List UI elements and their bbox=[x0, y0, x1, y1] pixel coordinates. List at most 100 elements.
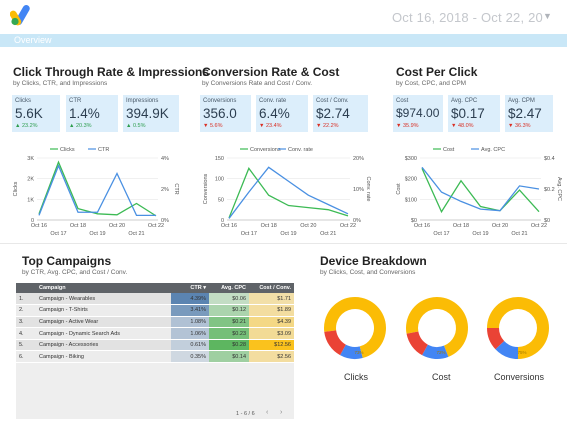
row-number: 1. bbox=[16, 293, 36, 306]
kpi-delta: ▼ 5.6% bbox=[203, 123, 223, 129]
y2-tick-label: 4% bbox=[161, 156, 169, 162]
donut-center-label: 72% bbox=[436, 350, 445, 355]
column-header-campaign[interactable]: Campaign bbox=[36, 283, 171, 293]
y-tick-label: 150 bbox=[215, 156, 224, 162]
x-tick-label: Oct 17 bbox=[50, 231, 66, 237]
donut-slice-desktop bbox=[406, 331, 428, 356]
campaign-name: Campaign - Active Wear bbox=[36, 316, 171, 329]
kpi-avg-cpc[interactable]: Avg. CPC $0.17 ▼ 48.0% bbox=[448, 95, 500, 132]
tab-overview[interactable]: Overview bbox=[14, 35, 52, 45]
date-range-selector[interactable]: Oct 16, 2018 - Oct 22, 20 bbox=[392, 10, 543, 25]
kpi-cost-per-conv[interactable]: Cost / Conv. $2.74 ▼ 22.2% bbox=[313, 95, 368, 132]
kpi-label: Avg. CPC bbox=[451, 98, 478, 104]
campaigns-section-subtitle: by CTR, Avg. CPC, and Cost / Conv. bbox=[22, 269, 128, 276]
kpi-label: Avg. CPM bbox=[508, 98, 535, 104]
ctr-cell: 1.08% bbox=[171, 316, 209, 329]
kpi-label: Conversions bbox=[203, 98, 237, 104]
x-tick-label: Oct 20 bbox=[492, 223, 508, 229]
kpi-avg-cpm[interactable]: Avg. CPM $2.47 ▼ 36.3% bbox=[505, 95, 553, 132]
column-header-cost-per-conv[interactable]: Cost / Conv. bbox=[249, 283, 294, 293]
y-tick-label: 2K bbox=[27, 177, 34, 183]
y2-tick-label: 10% bbox=[353, 187, 364, 193]
cpc-section-title: Cost Per Click bbox=[396, 65, 478, 79]
table-row[interactable]: 2. Campaign - T-Shirts 3.41% $0.12 $1.89 bbox=[16, 304, 294, 317]
cost-cpc-line-chart[interactable]: Cost Avg. CPC $0 $100 $200 $300 $0 $0.2 $0.4 Cost… bbox=[393, 140, 563, 240]
x-tick-label: Oct 16 bbox=[221, 223, 237, 229]
kpi-label: Cost bbox=[396, 98, 409, 104]
conversions-conv-rate-line-chart[interactable]: Conversions Conv. rate 0 50 100 150 0% 10% 20% Co… bbox=[200, 140, 372, 240]
device-breakdown-donuts[interactable]: 73% 72% 75% bbox=[318, 288, 558, 368]
y-tick-label: $100 bbox=[405, 197, 417, 203]
donut-slice-tablet bbox=[422, 344, 449, 359]
cost-per-conv-cell: $1.89 bbox=[249, 304, 294, 317]
section-divider bbox=[0, 243, 567, 244]
legend-label: Clicks bbox=[60, 147, 75, 153]
y-axis-label: Clicks bbox=[13, 181, 19, 196]
series-line-cost bbox=[421, 168, 540, 214]
kpi-label: CTR bbox=[69, 98, 82, 104]
x-tick-label: Oct 20 bbox=[300, 223, 316, 229]
campaigns-section-title: Top Campaigns bbox=[22, 254, 112, 268]
donut-center-label: 73% bbox=[354, 350, 363, 355]
column-header-ctr[interactable]: CTR ▾ bbox=[171, 283, 209, 293]
table-row[interactable]: 6. Campaign - Biking 0.35% $0.14 $2.56 bbox=[16, 350, 294, 364]
kpi-ctr[interactable]: CTR 1.4% ▲ 20.3% bbox=[66, 95, 118, 132]
row-number: 3. bbox=[16, 316, 36, 329]
kpi-delta: ▲ 20.3% bbox=[69, 123, 92, 129]
kpi-conv-rate[interactable]: Conv. rate 6.4% ▼ 23.4% bbox=[256, 95, 308, 132]
column-header-avg-cpc[interactable]: Avg. CPC bbox=[209, 283, 249, 293]
donut-slice-mobile bbox=[487, 297, 549, 359]
x-tick-label: Oct 22 bbox=[340, 223, 356, 229]
chevron-down-icon[interactable]: ▼ bbox=[543, 11, 552, 21]
x-tick-label: Oct 16 bbox=[414, 223, 430, 229]
kpi-delta: ▲ 0.5% bbox=[126, 123, 146, 129]
table-row[interactable]: 5. Campaign - Accessories 0.61% $0.28 $12.56 bbox=[16, 339, 294, 352]
cost-per-conv-cell: $2.56 bbox=[249, 350, 294, 364]
legend-label: Cost bbox=[443, 147, 455, 153]
kpi-cost[interactable]: Cost $974.00 ▼ 35.9% bbox=[393, 95, 443, 132]
kpi-clicks[interactable]: Clicks 5.6K ▲ 23.2% bbox=[12, 95, 60, 132]
x-tick-label: Oct 16 bbox=[31, 223, 47, 229]
x-tick-label: Oct 19 bbox=[280, 231, 296, 237]
kpi-delta: ▼ 36.3% bbox=[508, 123, 531, 129]
campaign-name: Campaign - Accessories bbox=[36, 339, 171, 352]
donut-center-label: 75% bbox=[517, 350, 526, 355]
table-row[interactable]: 1. Campaign - Wearables 4.39% $0.06 $1.71 bbox=[16, 293, 294, 306]
kpi-delta: ▼ 48.0% bbox=[451, 123, 474, 129]
kpi-label: Cost / Conv. bbox=[316, 98, 349, 104]
kpi-delta: ▲ 23.2% bbox=[15, 123, 38, 129]
ctr-cell: 0.61% bbox=[171, 339, 209, 352]
kpi-label: Impressions bbox=[126, 98, 159, 104]
y2-tick-label: $0.4 bbox=[544, 156, 555, 162]
kpi-conversions[interactable]: Conversions 356.0 ▼ 5.6% bbox=[200, 95, 251, 132]
kpi-value: 6.4% bbox=[259, 106, 290, 121]
conv-section-title: Conversion Rate & Cost bbox=[202, 65, 340, 79]
devices-section-subtitle: by Clicks, Cost, and Conversions bbox=[320, 269, 416, 276]
legend-label: CTR bbox=[98, 147, 109, 153]
table-row[interactable]: 3. Campaign - Active Wear 1.08% $0.21 $4.39 bbox=[16, 316, 294, 329]
avg-cpc-cell: $0.28 bbox=[209, 339, 249, 352]
campaign-name: Campaign - T-Shirts bbox=[36, 304, 171, 317]
devices-section-title: Device Breakdown bbox=[320, 254, 427, 268]
google-ads-logo[interactable] bbox=[10, 4, 36, 26]
campaign-name: Campaign - Wearables bbox=[36, 293, 171, 306]
kpi-value: $2.47 bbox=[508, 106, 542, 121]
table-row[interactable]: 4. Campaign - Dynamic Search Ads 1.06% $0.2… bbox=[16, 327, 294, 340]
kpi-value: $974.00 bbox=[396, 106, 440, 120]
donut-slice-desktop bbox=[324, 330, 346, 356]
chevron-left-icon[interactable]: ‹ bbox=[266, 409, 269, 416]
nav-bar: Overview bbox=[0, 34, 567, 47]
ctr-cell: 4.39% bbox=[171, 293, 209, 306]
y-tick-label: 1K bbox=[27, 197, 34, 203]
series-line-conv-rate bbox=[228, 166, 349, 219]
chevron-right-icon[interactable]: › bbox=[280, 409, 283, 416]
x-tick-label: Oct 21 bbox=[511, 231, 527, 237]
y-axis-label: Cost bbox=[396, 183, 402, 195]
y2-axis-label: Avg. CPC bbox=[556, 177, 562, 201]
cost-per-conv-cell: $4.39 bbox=[249, 316, 294, 329]
kpi-impressions[interactable]: Impressions 394.9K ▲ 0.5% bbox=[123, 95, 179, 132]
y2-tick-label: 0% bbox=[161, 218, 169, 224]
ctr-cell: 0.35% bbox=[171, 350, 209, 364]
kpi-delta: ▼ 35.9% bbox=[396, 123, 419, 129]
